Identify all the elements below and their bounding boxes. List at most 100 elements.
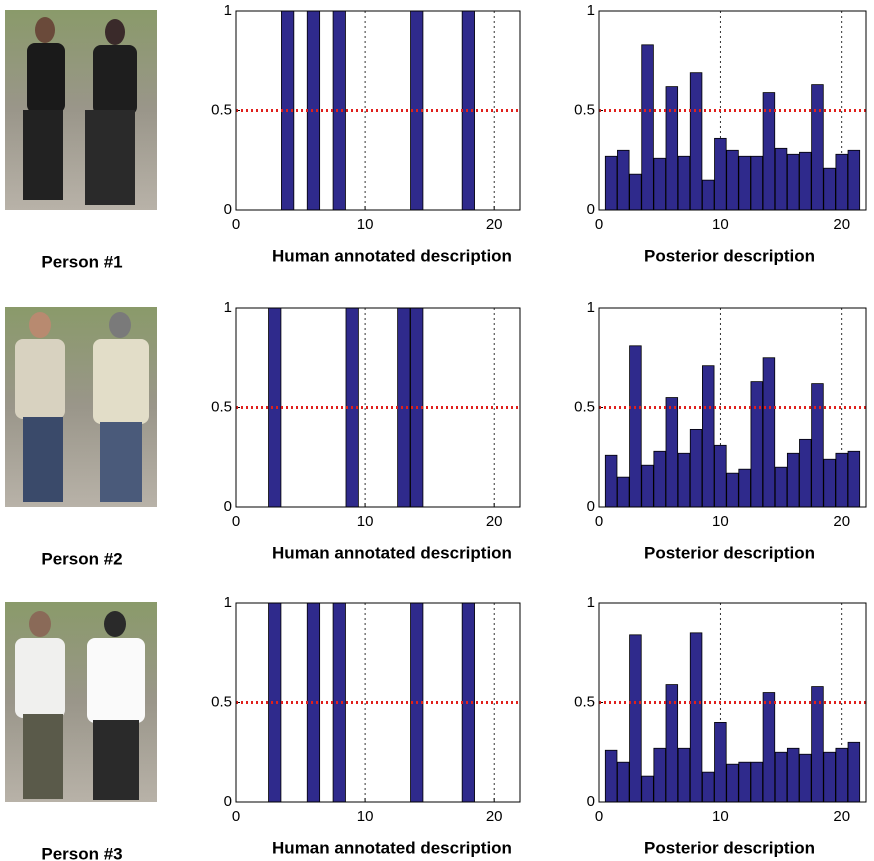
- bar: [848, 451, 860, 507]
- y-tick-label: 0.5: [211, 398, 232, 415]
- y-tick-label: 1: [224, 2, 232, 19]
- bar: [678, 156, 690, 210]
- chart: 0 10 20 0 0.5 1 Human annotated description: [211, 2, 520, 266]
- y-tick-label: 1: [587, 2, 595, 19]
- x-tick-label: 10: [357, 513, 374, 530]
- y-tick-label: 0: [224, 201, 232, 218]
- x-tick-label: 0: [232, 216, 240, 233]
- bar: [824, 752, 836, 802]
- person-label: Person #3: [41, 844, 122, 861]
- x-tick-label: 0: [595, 808, 603, 825]
- bar: [642, 776, 654, 802]
- bar: [751, 762, 763, 802]
- bar: [630, 346, 642, 507]
- photo: [5, 10, 157, 210]
- bar: [775, 467, 787, 507]
- y-tick-label: 0: [587, 201, 595, 218]
- bar: [727, 473, 739, 507]
- bar: [654, 158, 666, 210]
- y-tick-label: 0.5: [211, 693, 232, 710]
- bar: [775, 148, 787, 210]
- bar: [690, 429, 702, 507]
- x-axis-label: Posterior description: [644, 838, 815, 857]
- bar: [836, 748, 848, 802]
- x-axis-label: Human annotated description: [272, 246, 512, 265]
- bar: [715, 445, 727, 507]
- bar: [751, 382, 763, 507]
- x-tick-label: 10: [712, 808, 729, 825]
- bar: [702, 772, 714, 802]
- bar: [690, 633, 702, 802]
- bar: [666, 398, 678, 507]
- bar: [812, 384, 824, 507]
- y-tick-label: 0: [587, 793, 595, 810]
- x-tick-label: 20: [833, 808, 850, 825]
- y-tick-label: 1: [224, 594, 232, 611]
- bar: [605, 750, 617, 802]
- bar: [715, 722, 727, 802]
- chart: 0 10 20 0 0.5 1 Posterior description: [574, 594, 866, 858]
- x-tick-label: 20: [833, 513, 850, 530]
- bar: [751, 156, 763, 210]
- person-label: Person #2: [41, 549, 122, 568]
- bar: [812, 85, 824, 210]
- bar: [617, 762, 629, 802]
- bar: [690, 73, 702, 210]
- y-tick-label: 1: [587, 594, 595, 611]
- bar: [605, 156, 617, 210]
- person-label: Person #1: [41, 252, 122, 271]
- bar: [605, 455, 617, 507]
- bar: [848, 742, 860, 802]
- y-tick-label: 0.5: [574, 398, 595, 415]
- x-tick-label: 0: [232, 513, 240, 530]
- bar: [678, 748, 690, 802]
- y-tick-label: 0.5: [211, 101, 232, 118]
- y-tick-label: 0.5: [574, 101, 595, 118]
- x-tick-label: 20: [486, 216, 503, 233]
- bar: [642, 45, 654, 210]
- x-tick-label: 20: [833, 216, 850, 233]
- bar: [763, 693, 775, 802]
- figure: Person #1Person #2Person #30102000.51Hum…: [0, 0, 874, 861]
- bar: [739, 762, 751, 802]
- x-tick-label: 0: [232, 808, 240, 825]
- bar: [836, 154, 848, 210]
- bar: [715, 138, 727, 210]
- bar: [799, 439, 811, 507]
- bar: [702, 366, 714, 507]
- bar: [787, 748, 799, 802]
- bar: [787, 154, 799, 210]
- y-tick-label: 0: [224, 793, 232, 810]
- bar: [739, 469, 751, 507]
- bar: [836, 453, 848, 507]
- photo: [5, 602, 157, 802]
- bar: [654, 451, 666, 507]
- x-axis-label: Posterior description: [644, 246, 815, 265]
- bar: [333, 11, 345, 210]
- x-tick-label: 10: [357, 216, 374, 233]
- bar: [787, 453, 799, 507]
- bar: [398, 308, 410, 507]
- x-tick-label: 10: [712, 216, 729, 233]
- bar: [848, 150, 860, 210]
- bar: [269, 308, 281, 507]
- bar: [727, 150, 739, 210]
- y-tick-label: 0.5: [574, 693, 595, 710]
- bar: [775, 752, 787, 802]
- bar: [630, 635, 642, 802]
- bar: [824, 459, 836, 507]
- y-tick-label: 1: [224, 299, 232, 316]
- bar: [678, 453, 690, 507]
- bar: [630, 174, 642, 210]
- bar: [739, 156, 751, 210]
- bar: [654, 748, 666, 802]
- chart: 0102000.51Posterior description: [574, 2, 866, 266]
- bar: [812, 687, 824, 802]
- bar: [642, 465, 654, 507]
- x-axis-label: Human annotated description: [272, 543, 512, 562]
- y-tick-label: 1: [587, 299, 595, 316]
- x-tick-label: 20: [486, 808, 503, 825]
